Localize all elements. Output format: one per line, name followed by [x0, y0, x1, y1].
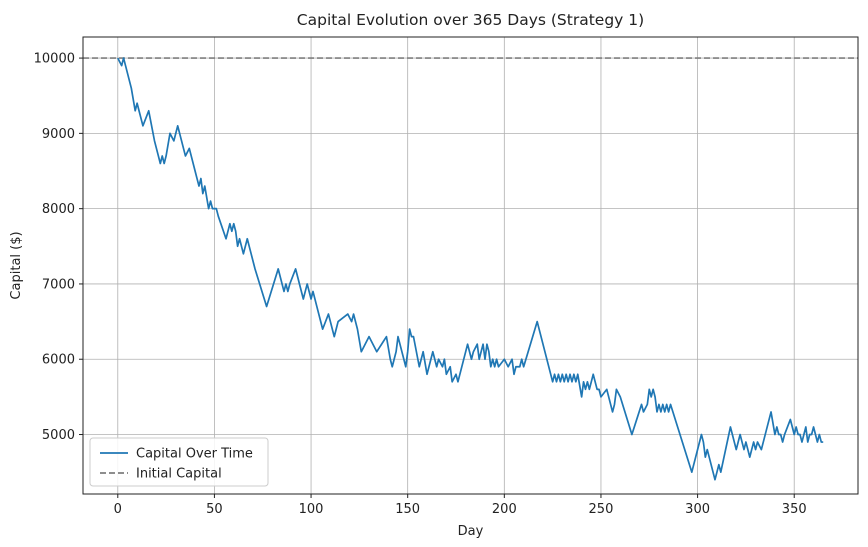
chart-title: Capital Evolution over 365 Days (Strateg… [297, 11, 644, 29]
legend-label-capital: Capital Over Time [136, 447, 253, 462]
grid [83, 37, 858, 494]
x-tick-label: 350 [782, 502, 807, 517]
x-tick-label: 300 [685, 502, 710, 517]
legend-label-initial: Initial Capital [136, 467, 222, 482]
x-axis-title: Day [458, 524, 484, 539]
legend: Capital Over Time Initial Capital [89, 437, 269, 487]
y-tick-label: 7000 [42, 277, 75, 292]
legend-box [89, 437, 269, 487]
capital-over-time-line [117, 57, 824, 481]
x-tick-label: 0 [114, 502, 122, 517]
axes-frame [82, 36, 859, 495]
x-tick-label: 150 [395, 502, 420, 517]
y-tick-label: 6000 [42, 353, 75, 368]
y-tick-label: 10000 [34, 52, 75, 67]
x-tick-label: 250 [589, 502, 614, 517]
y-tick-label: 9000 [42, 127, 75, 142]
ticks: 0 50 100 150 200 250 300 350 5000 6000 7000 8000 900… [34, 52, 807, 517]
x-tick-label: 100 [299, 502, 324, 517]
y-axis-title: Capital ($) [9, 231, 24, 299]
x-tick-label: 50 [206, 502, 223, 517]
plot-data [83, 57, 858, 481]
y-tick-label: 8000 [42, 202, 75, 217]
y-tick-label: 5000 [42, 428, 75, 443]
x-tick-label: 200 [492, 502, 517, 517]
